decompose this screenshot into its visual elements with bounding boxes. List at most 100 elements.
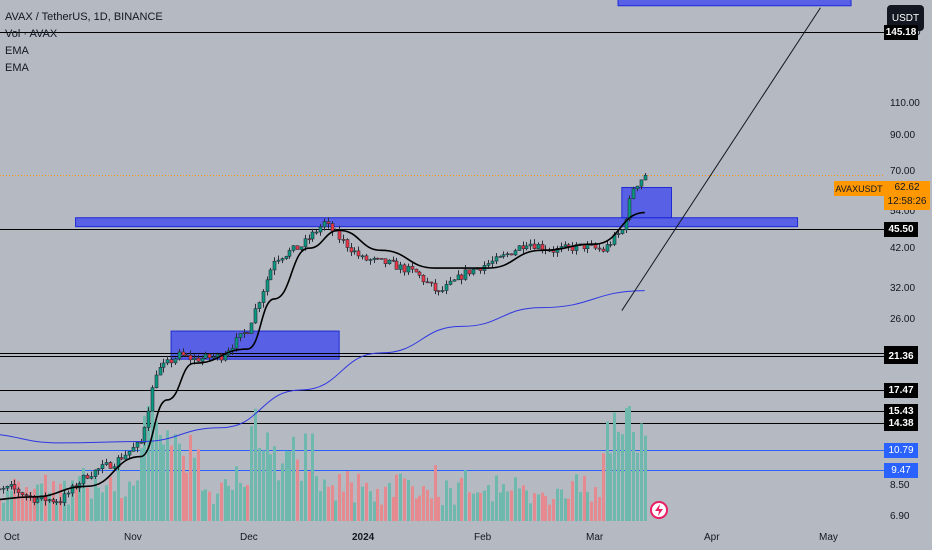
candle-body <box>513 250 518 256</box>
candle-body <box>574 244 579 251</box>
volume-bar <box>220 482 223 521</box>
volume-bar <box>388 483 391 521</box>
volume-bar <box>292 436 295 521</box>
candle-body <box>505 253 510 256</box>
candle-body <box>341 239 346 241</box>
volume-bar <box>514 477 517 521</box>
price-tick: 90.00 <box>890 130 916 141</box>
volume-bar <box>430 498 433 521</box>
volume-bar <box>346 471 349 521</box>
candle-body <box>368 259 373 261</box>
volume-bar <box>479 492 482 521</box>
volume-bar <box>155 421 158 521</box>
candle-body <box>372 257 377 260</box>
volume-bar <box>288 451 291 521</box>
trend-line <box>621 7 821 311</box>
candle-body <box>601 248 606 252</box>
volume-bar <box>418 495 421 521</box>
candle-body <box>318 226 323 233</box>
candle-body <box>276 259 281 262</box>
ema-indicator-label-2[interactable]: EMA <box>5 62 29 74</box>
volume-bar <box>426 489 429 521</box>
volume-bar <box>124 496 127 521</box>
volume-bar <box>296 459 299 521</box>
volume-bar <box>197 449 200 521</box>
volume-bar <box>71 480 74 521</box>
volume-bar <box>67 504 70 521</box>
candle-body <box>402 264 407 273</box>
time-tick: Mar <box>586 532 604 543</box>
symbol-title[interactable]: AVAX / TetherUS, 1D, BINANCE <box>5 11 163 23</box>
candle-body <box>234 337 239 349</box>
volume-bar <box>491 501 494 521</box>
candle-body <box>406 266 411 273</box>
candle-body <box>66 492 71 495</box>
volume-bar <box>564 498 567 521</box>
candle-body <box>16 488 21 493</box>
candle-body <box>620 229 625 234</box>
volume-bar <box>178 443 181 521</box>
level-price-label: 15.43 <box>884 404 918 419</box>
price-tick: 26.00 <box>890 314 916 325</box>
volume-bar <box>640 423 643 521</box>
volume-indicator-label[interactable]: Vol · AVAX <box>5 28 58 40</box>
candle-body <box>444 284 449 291</box>
volume-bar <box>250 426 253 521</box>
candle-body <box>280 258 285 261</box>
volume-bar <box>132 485 135 521</box>
candle-body <box>200 357 205 362</box>
supply-demand-zone <box>75 217 799 228</box>
candle-body <box>627 198 632 220</box>
candle-body <box>433 282 438 292</box>
volume-bar <box>449 488 452 521</box>
candle-body <box>154 374 159 388</box>
candle-body <box>563 244 568 247</box>
volume-bar <box>159 435 162 521</box>
volume-bar <box>243 486 246 521</box>
candle-body <box>398 264 403 270</box>
candle-body <box>528 243 533 247</box>
candle-body <box>81 474 86 484</box>
candle-body <box>291 245 296 251</box>
candle-body <box>532 243 537 249</box>
candle-body <box>173 358 178 364</box>
candle-body <box>635 185 640 190</box>
candle-body <box>249 322 254 334</box>
volume-bar <box>143 415 146 521</box>
candle-body <box>70 485 75 494</box>
volume-bar <box>277 480 280 521</box>
candle-body <box>421 275 426 283</box>
candle-body <box>326 221 331 224</box>
candle-body <box>639 179 644 187</box>
candle-body <box>387 259 392 264</box>
candle-body <box>337 230 342 240</box>
volume-bar <box>212 504 215 521</box>
bar-countdown: 12:58:26 <box>887 196 927 207</box>
ema-indicator-label[interactable]: EMA <box>5 45 29 57</box>
candle-body <box>284 255 289 259</box>
candle-body <box>452 279 457 282</box>
volume-bar <box>415 498 418 521</box>
candle-body <box>307 238 312 241</box>
volume-bar <box>392 496 395 521</box>
volume-bar <box>350 482 353 521</box>
level-price-label: 145.18 <box>884 25 918 40</box>
candle-body <box>131 446 136 452</box>
volume-bar <box>40 483 43 521</box>
volume-bar <box>357 473 360 521</box>
time-tick: May <box>819 532 838 543</box>
candle-body <box>471 268 476 275</box>
candle-body <box>238 333 243 338</box>
alert-bolt-icon[interactable] <box>650 501 668 519</box>
candle-body <box>89 476 94 479</box>
volume-bar <box>632 431 635 521</box>
candle-body <box>459 274 464 280</box>
volume-bar <box>510 490 513 521</box>
time-tick: Dec <box>240 532 258 543</box>
symbol-price-tag: AVAXUSDT <box>834 181 884 196</box>
price-tick: 6.90 <box>890 511 910 522</box>
volume-bar <box>464 470 467 521</box>
volume-bar <box>331 485 334 521</box>
